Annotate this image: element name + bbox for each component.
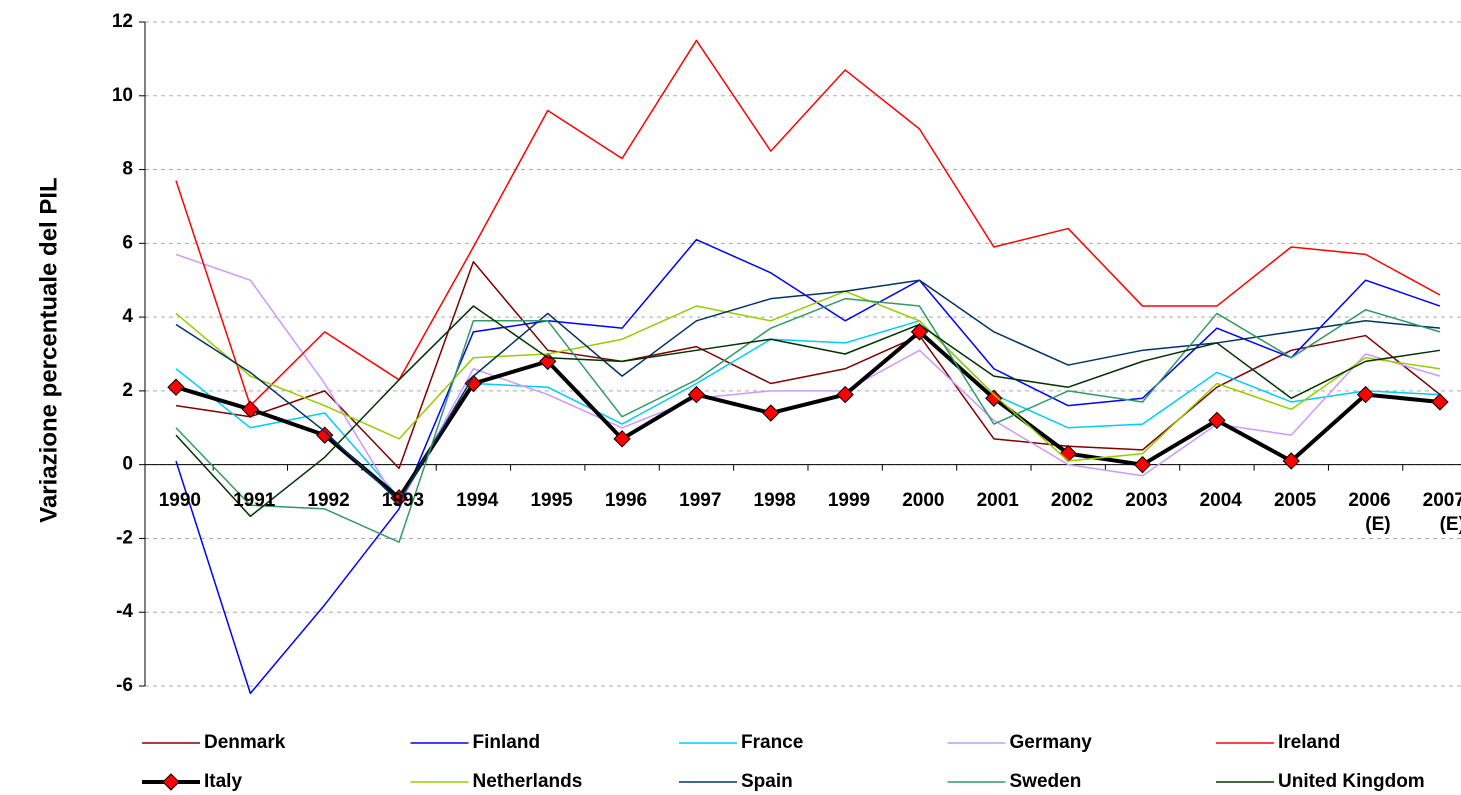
x-tick-label: 1992 (307, 489, 350, 511)
point-marker (985, 389, 1003, 407)
series-line (175, 39, 1441, 407)
point-marker (613, 430, 631, 448)
x-tick-label: 1999 (827, 489, 871, 511)
legend-label: Germany (1010, 732, 1093, 753)
x-tick-label: 1995 (530, 489, 573, 511)
series-line (175, 329, 1441, 500)
legend-label: United Kingdom (1278, 771, 1425, 792)
y-tick-label: -2 (116, 527, 133, 548)
series-line (175, 305, 1441, 518)
x-tick-label: 1997 (679, 489, 722, 511)
series-line (175, 290, 1441, 462)
point-marker (167, 378, 185, 396)
legend-label: France (741, 732, 803, 753)
x-tick-label: 2007 (E) (1422, 489, 1461, 535)
x-tick-label: 2005 (1273, 489, 1317, 511)
y-tick-label: -6 (116, 675, 133, 696)
y-tick-label: 10 (112, 85, 133, 106)
x-tick-label: 1998 (753, 489, 796, 511)
x-tick-label: 2004 (1199, 489, 1242, 511)
point-marker (762, 404, 780, 422)
series-line (175, 261, 1441, 470)
x-tick-label: 1993 (381, 489, 425, 511)
point-marker (1282, 452, 1300, 470)
point-marker (1431, 393, 1449, 411)
y-tick-label: 12 (112, 11, 133, 32)
point-marker (241, 400, 260, 419)
series-line (175, 297, 1441, 543)
point-marker (687, 385, 706, 404)
legend-label: Finland (473, 732, 541, 753)
y-tick-label: -4 (116, 601, 133, 622)
x-tick-label: 2001 (976, 489, 1019, 511)
x-tick-label: 1991 (233, 489, 276, 511)
legend-label: Netherlands (473, 771, 583, 792)
y-axis-title: Variazione percentuale del PIL (35, 177, 62, 522)
x-tick-label: 2002 (1050, 489, 1094, 511)
series-line (175, 279, 1441, 503)
point-marker (836, 385, 854, 404)
x-tick-label: 1996 (604, 489, 648, 511)
series-line (175, 238, 1441, 695)
y-tick-label: 2 (122, 380, 133, 401)
y-tick-label: 0 (122, 454, 133, 475)
x-tick-label: 2006 (E) (1348, 489, 1391, 535)
legend-label: Ireland (1278, 732, 1340, 753)
point-marker (315, 426, 334, 444)
y-tick-label: 4 (122, 306, 133, 327)
legend-label: Spain (741, 771, 793, 792)
x-tick-label: 2003 (1125, 489, 1168, 511)
legend-marker (162, 773, 180, 791)
legend-label: Sweden (1010, 771, 1082, 792)
point-marker (1208, 411, 1226, 430)
point-marker (1133, 455, 1152, 474)
x-tick-label: 1994 (456, 489, 499, 511)
x-tick-label: 1990 (158, 489, 201, 511)
legend-label: Italy (204, 771, 242, 792)
x-tick-label: 2000 (902, 489, 945, 511)
point-marker (1356, 385, 1375, 404)
y-tick-label: 6 (122, 232, 133, 253)
legend-label: Denmark (204, 732, 286, 753)
y-tick-label: 8 (122, 159, 133, 180)
point-marker (464, 374, 483, 393)
